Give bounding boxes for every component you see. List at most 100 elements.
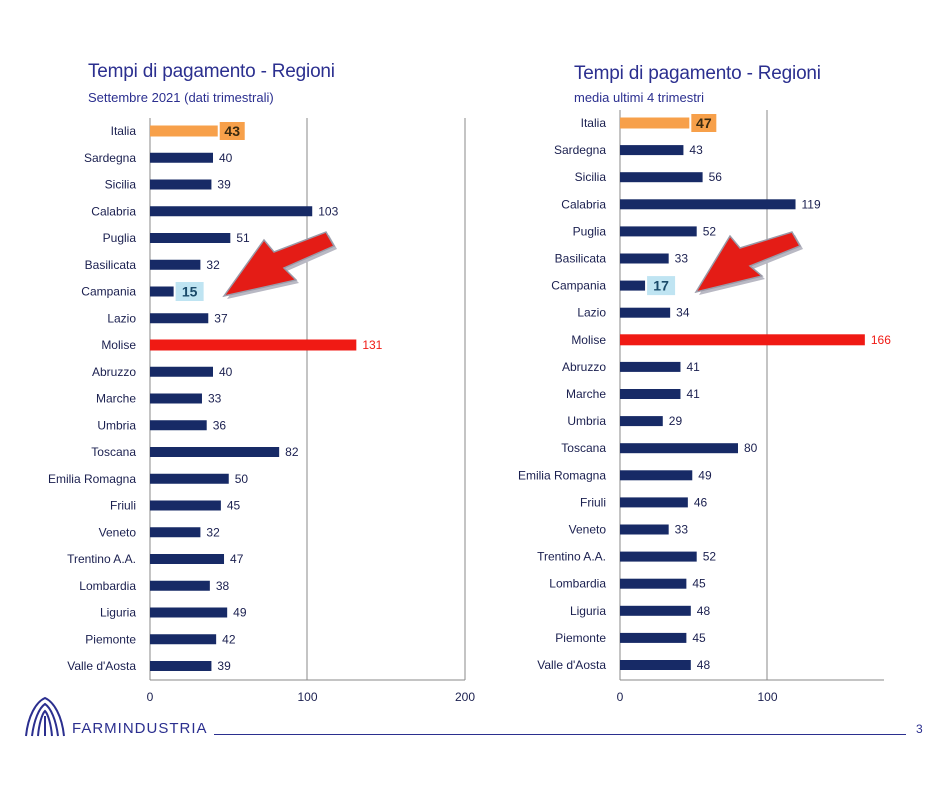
chart-1-x-tick-label: 200 [455, 690, 475, 704]
chart-1-data-label: 40 [219, 151, 233, 165]
chart-2-category-label: Abruzzo [562, 360, 606, 374]
chart-1-data-label: 36 [213, 418, 227, 432]
chart-2-data-label: 47 [696, 115, 712, 131]
chart-1-data-label: 38 [216, 579, 230, 593]
chart-2-data-label: 80 [744, 441, 758, 455]
chart-2-bar [620, 307, 671, 318]
chart-2-bar [620, 470, 693, 481]
chart-1-category-label: Trentino A.A. [67, 552, 136, 566]
chart-1-category-label: Sicilia [105, 178, 137, 192]
chart-1-category-label: Emilia Romagna [48, 472, 136, 486]
chart-2-data-label: 52 [703, 224, 717, 238]
chart-1-category-label: Umbria [97, 418, 136, 432]
chart-2-bar [620, 145, 684, 156]
chart-2-data-label: 48 [697, 658, 711, 672]
chart-2-category-label: Marche [566, 387, 606, 401]
chart-1-category-label: Puglia [103, 231, 137, 245]
chart-1-bar [150, 473, 229, 484]
chart-2-data-label: 33 [675, 252, 689, 266]
chart-2-subtitle: media ultimi 4 trimestri [574, 90, 705, 105]
chart-2-campania-label-bg [647, 276, 676, 296]
chart-1-subtitle: Settembre 2021 (dati trimestrali) [88, 90, 274, 105]
chart-2-x-tick-label: 100 [757, 690, 777, 704]
chart-1-data-label: 32 [206, 258, 220, 272]
chart-1-category-label: Piemonte [85, 632, 136, 646]
chart-2-data-label: 34 [676, 306, 690, 320]
chart-2-bar [620, 660, 691, 670]
chart-2-category-label: Puglia [573, 224, 607, 238]
chart-1-bar [150, 420, 207, 431]
chart-2-data-label: 46 [694, 495, 708, 509]
chart-1-bar [150, 125, 218, 137]
chart-1-category-label: Lombardia [79, 579, 136, 593]
chart-1-data-label: 42 [222, 632, 236, 646]
chart-1-bar [150, 179, 212, 190]
chart-1-bar [150, 527, 201, 538]
chart-1-campania-label-bg [175, 282, 204, 301]
chart-1-data-label: 40 [219, 365, 233, 379]
chart-1-bar [150, 393, 202, 404]
chart-2-bar [620, 551, 697, 562]
chart-2-data-label: 45 [692, 577, 706, 591]
chart-1-data-label: 15 [182, 284, 198, 300]
chart-2-category-label: Calabria [561, 197, 606, 211]
chart-2-category-label: Toscana [561, 441, 606, 455]
chart-2-title: Tempi di pagamento - Regioni [574, 63, 821, 84]
chart-2-data-label: 33 [675, 523, 689, 537]
chart-1-data-label: 45 [227, 499, 241, 513]
chart-2-category-label: Lazio [577, 306, 606, 320]
chart-1-bar [150, 580, 210, 591]
chart-1-category-label: Campania [81, 285, 136, 299]
chart-2-category-label: Trentino A.A. [537, 550, 606, 564]
chart-2-category-label: Veneto [569, 523, 607, 537]
chart-1-bar [150, 554, 225, 564]
chart-2-data-label: 56 [709, 170, 723, 184]
chart-2-data-label: 166 [871, 333, 891, 347]
chart-1-title: Tempi di pagamento - Regioni [88, 61, 335, 82]
chart-2-bar [620, 172, 703, 183]
chart-2-bar [620, 416, 663, 427]
footer-divider [214, 734, 906, 735]
chart-1-bar [150, 339, 357, 351]
chart-1-category-label: Valle d'Aosta [67, 659, 136, 673]
chart-2-bar [620, 578, 687, 589]
chart-2-category-label: Emilia Romagna [518, 468, 606, 482]
chart-2-bar [620, 443, 738, 454]
chart-2-category-label: Sicilia [575, 170, 607, 184]
chart-1-bar [150, 634, 217, 645]
chart-2-bar [620, 605, 691, 616]
chart-1-category-label: Liguria [100, 606, 136, 620]
arrow-2-icon [694, 231, 802, 294]
chart-1-data-label: 32 [206, 525, 220, 539]
arrow-1-icon [222, 231, 336, 298]
chart-2-category-label: Piemonte [555, 631, 606, 645]
chart-2-data-label: 41 [686, 360, 700, 374]
chart-2-category-label: Liguria [570, 604, 606, 618]
chart-1-data-label: 37 [214, 311, 228, 325]
chart-1-category-label: Molise [101, 338, 136, 352]
chart-1-bar [150, 152, 213, 163]
chart-2-data-label: 49 [698, 468, 712, 482]
chart-1-bar [150, 206, 313, 217]
chart-2-bar [620, 389, 681, 399]
page-number: 3 [916, 722, 923, 736]
chart-2-category-label: Umbria [567, 414, 606, 428]
chart-2-category-label: Campania [551, 279, 606, 293]
chart-2-bar [620, 226, 697, 237]
chart-2-bar [620, 117, 690, 129]
chart-1-data-label: 43 [224, 123, 240, 139]
chart-1-bar [150, 233, 231, 243]
chart-2-category-label: Sardegna [554, 143, 606, 157]
chart-2-data-label: 41 [686, 387, 700, 401]
chart-1-bar [150, 313, 209, 324]
chart-2-data-label: 45 [692, 631, 706, 645]
chart-1-category-label: Italia [111, 124, 137, 138]
chart-2-data-label: 48 [697, 604, 711, 618]
chart-1-category-label: Calabria [91, 204, 136, 218]
chart-2-bar [620, 280, 646, 291]
chart-1-bar [150, 259, 201, 270]
chart-2-category-label: Basilicata [555, 252, 607, 266]
chart-1-data-label: 51 [236, 231, 250, 245]
chart-2-category-label: Valle d'Aosta [537, 658, 606, 672]
